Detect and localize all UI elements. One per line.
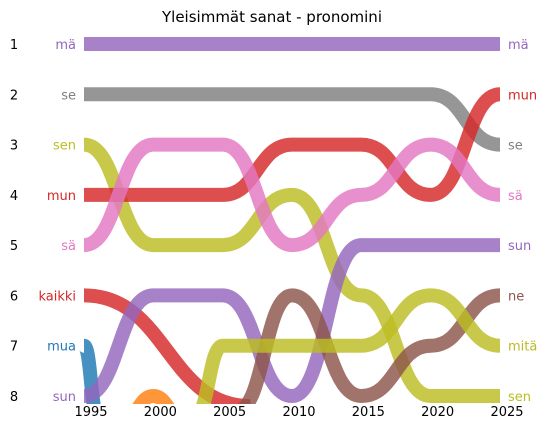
- series-line-mita-9: [196, 288, 501, 404]
- y-tick-4: 4: [10, 189, 18, 204]
- right-label-ne-8: ne: [508, 289, 524, 304]
- y-tick-6: 6: [10, 289, 18, 304]
- y-tick-8: 8: [10, 390, 18, 405]
- series-line-mun-3: [84, 87, 502, 202]
- right-label-sun-7: sun: [508, 239, 531, 254]
- series-line-mua-6: [77, 338, 101, 404]
- left-label-sun-7: sun: [53, 390, 76, 405]
- series-line-sen-2: [82, 137, 500, 404]
- right-label-sa-4: sä: [508, 189, 523, 204]
- left-label-se-1: se: [61, 88, 76, 103]
- x-tick-2010: 2010: [282, 405, 315, 420]
- x-axis-ticks: 1995 2000 2005 2010 2015 2020 2025: [74, 405, 523, 420]
- right-label-mita-9: mitä: [508, 340, 537, 355]
- chart-title: Yleisimmät sanat - pronomini: [161, 8, 382, 26]
- x-tick-2000: 2000: [144, 405, 177, 420]
- right-label-se-1: se: [508, 139, 523, 154]
- left-label-kaikki-5: kaikki: [38, 289, 76, 304]
- left-label-mua-6: mua: [47, 340, 76, 355]
- y-tick-5: 5: [10, 239, 18, 254]
- x-tick-2015: 2015: [352, 405, 385, 420]
- y-axis-ticks: 1 2 3 4 5 6 7 8: [10, 38, 18, 405]
- right-labels-layer: mä se sen mun sä sun ne mitä: [508, 38, 537, 405]
- series-line-ne-8: [235, 288, 501, 404]
- y-tick-1: 1: [10, 38, 18, 53]
- left-label-ma-0: mä: [55, 38, 76, 53]
- left-label-sa-4: sä: [61, 239, 76, 254]
- left-label-sen-2: sen: [53, 139, 76, 154]
- x-tick-1995: 1995: [74, 405, 107, 420]
- right-label-sen-2: sen: [508, 390, 531, 405]
- series-line-se-1: [84, 87, 501, 152]
- y-tick-2: 2: [10, 88, 18, 103]
- series-line-kaikki-5: [83, 288, 251, 404]
- y-tick-7: 7: [10, 340, 18, 355]
- right-label-mun-3: mun: [508, 88, 537, 103]
- left-labels-layer: mä se sen mun sä kaikki mua sun: [38, 38, 76, 405]
- series-line-unnamed-10: [132, 389, 175, 404]
- y-tick-3: 3: [10, 139, 18, 154]
- x-tick-2025: 2025: [490, 405, 523, 420]
- series-line-sa-4: [82, 137, 501, 253]
- series-lines-layer: [77, 36, 502, 404]
- x-tick-2020: 2020: [421, 405, 454, 420]
- x-tick-2005: 2005: [213, 405, 246, 420]
- left-label-mun-3: mun: [47, 189, 76, 204]
- right-label-ma-0: mä: [508, 38, 529, 53]
